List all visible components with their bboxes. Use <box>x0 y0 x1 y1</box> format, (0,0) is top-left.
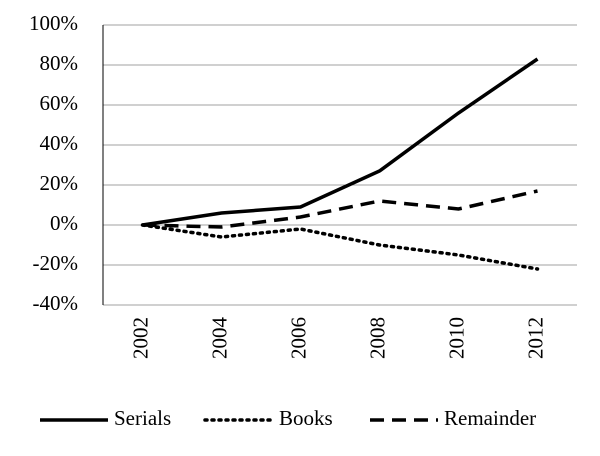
y-tick-label: 20% <box>40 171 79 195</box>
legend-label: Books <box>279 406 333 430</box>
series-line <box>142 57 539 227</box>
x-tick-label: 2002 <box>128 317 152 359</box>
y-tick-label: 80% <box>40 51 79 75</box>
legend-label: Serials <box>114 406 171 430</box>
y-tick-label: 60% <box>40 91 79 115</box>
x-tick-label: 2006 <box>286 317 310 359</box>
x-tick-label: 2008 <box>365 317 389 359</box>
x-tick-label: 2010 <box>444 317 468 359</box>
y-tick-label: -40% <box>33 291 79 315</box>
x-tick-label: 2004 <box>207 317 231 360</box>
legend-label: Remainder <box>444 406 536 430</box>
series-line <box>142 189 538 229</box>
series-line <box>140 223 540 271</box>
y-tick-label: 100% <box>29 11 78 35</box>
y-tick-label: -20% <box>33 251 79 275</box>
y-tick-label: 40% <box>40 131 79 155</box>
y-tick-label: 0% <box>50 211 78 235</box>
x-tick-label: 2012 <box>523 317 547 359</box>
